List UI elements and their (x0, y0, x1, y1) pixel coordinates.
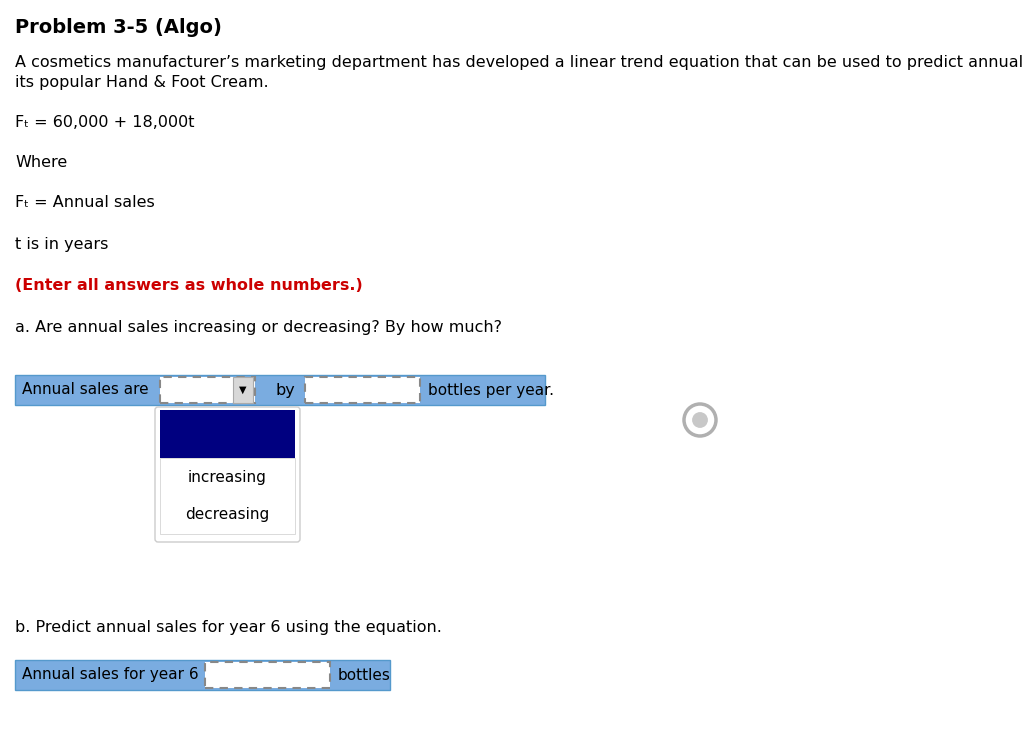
Text: bottles: bottles (338, 667, 391, 683)
FancyBboxPatch shape (305, 377, 420, 403)
Text: Problem 3-5 (Algo): Problem 3-5 (Algo) (15, 18, 222, 37)
FancyBboxPatch shape (15, 375, 545, 405)
FancyBboxPatch shape (233, 377, 253, 403)
Text: decreasing: decreasing (185, 507, 269, 523)
Text: Fₜ = 60,000 + 18,000t: Fₜ = 60,000 + 18,000t (15, 115, 195, 130)
Text: increasing: increasing (188, 470, 267, 484)
FancyBboxPatch shape (160, 377, 255, 403)
FancyBboxPatch shape (160, 458, 295, 534)
Text: Where: Where (15, 155, 68, 170)
Text: by: by (275, 382, 295, 398)
Text: Fₜ = Annual sales: Fₜ = Annual sales (15, 195, 155, 210)
Text: (Enter all answers as whole numbers.): (Enter all answers as whole numbers.) (15, 278, 362, 293)
Text: its popular Hand & Foot Cream.: its popular Hand & Foot Cream. (15, 75, 268, 90)
FancyBboxPatch shape (15, 660, 390, 690)
FancyBboxPatch shape (205, 662, 330, 688)
Text: t is in years: t is in years (15, 237, 109, 252)
Text: Annual sales for year 6: Annual sales for year 6 (22, 667, 199, 683)
Text: A cosmetics manufacturer’s marketing department has developed a linear trend equ: A cosmetics manufacturer’s marketing dep… (15, 55, 1024, 70)
FancyBboxPatch shape (160, 410, 295, 458)
Circle shape (693, 413, 708, 427)
Text: Annual sales are: Annual sales are (22, 381, 148, 396)
Text: ▼: ▼ (240, 385, 247, 395)
Text: a. Are annual sales increasing or decreasing? By how much?: a. Are annual sales increasing or decrea… (15, 320, 502, 335)
Text: b. Predict annual sales for year 6 using the equation.: b. Predict annual sales for year 6 using… (15, 620, 442, 635)
Text: bottles per year.: bottles per year. (428, 382, 554, 398)
